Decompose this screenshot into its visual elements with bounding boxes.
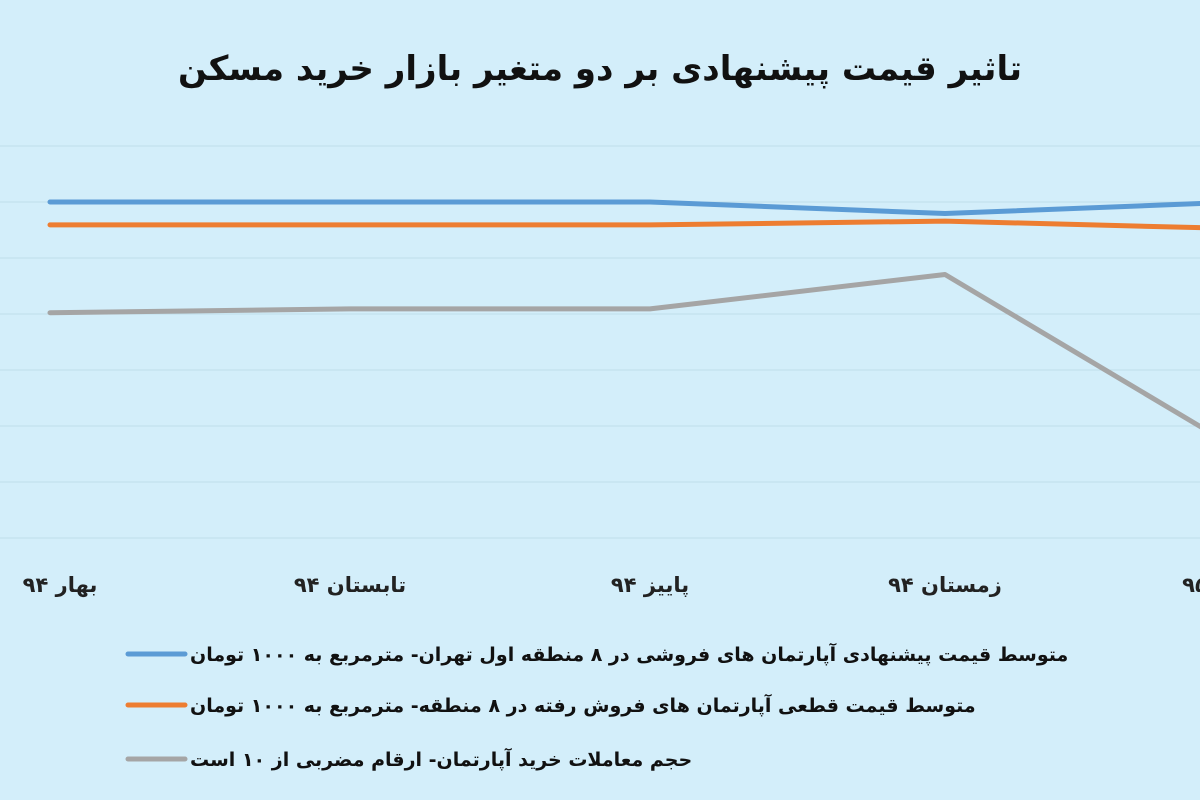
legend-label: حجم معاملات خرید آپارتمان- ارقام مضربی ا… [190, 747, 692, 771]
x-tick-label: زمستان ۹۴ [888, 573, 1002, 597]
series-line-3 [47, 272, 1200, 430]
x-tick-label: پاییز ۹۴ [611, 573, 689, 597]
series-line-1 [47, 199, 1200, 216]
chart-title: تاثیر قیمت پیشنهادی بر دو متغیر بازار خر… [178, 49, 1022, 89]
legend: متوسط قیمت پیشنهادی آپارتمان های فروشی د… [125, 642, 1068, 771]
x-axis-ticks: بهار ۹۴ تابستان ۹۴ پاییز ۹۴ زمستان ۹۴ ۹۵ [23, 573, 1200, 597]
series-line-2 [47, 218, 1200, 231]
x-tick-label: تابستان ۹۴ [294, 573, 406, 597]
x-tick-label: ۹۵ [1182, 573, 1200, 597]
x-tick-label: بهار ۹۴ [23, 573, 98, 597]
legend-label: متوسط قیمت پیشنهادی آپارتمان های فروشی د… [190, 642, 1068, 666]
gridlines [0, 145, 1200, 539]
legend-label: متوسط قیمت قطعی آپارتمان های فروش رفته د… [190, 693, 976, 717]
series-lines [47, 199, 1200, 430]
